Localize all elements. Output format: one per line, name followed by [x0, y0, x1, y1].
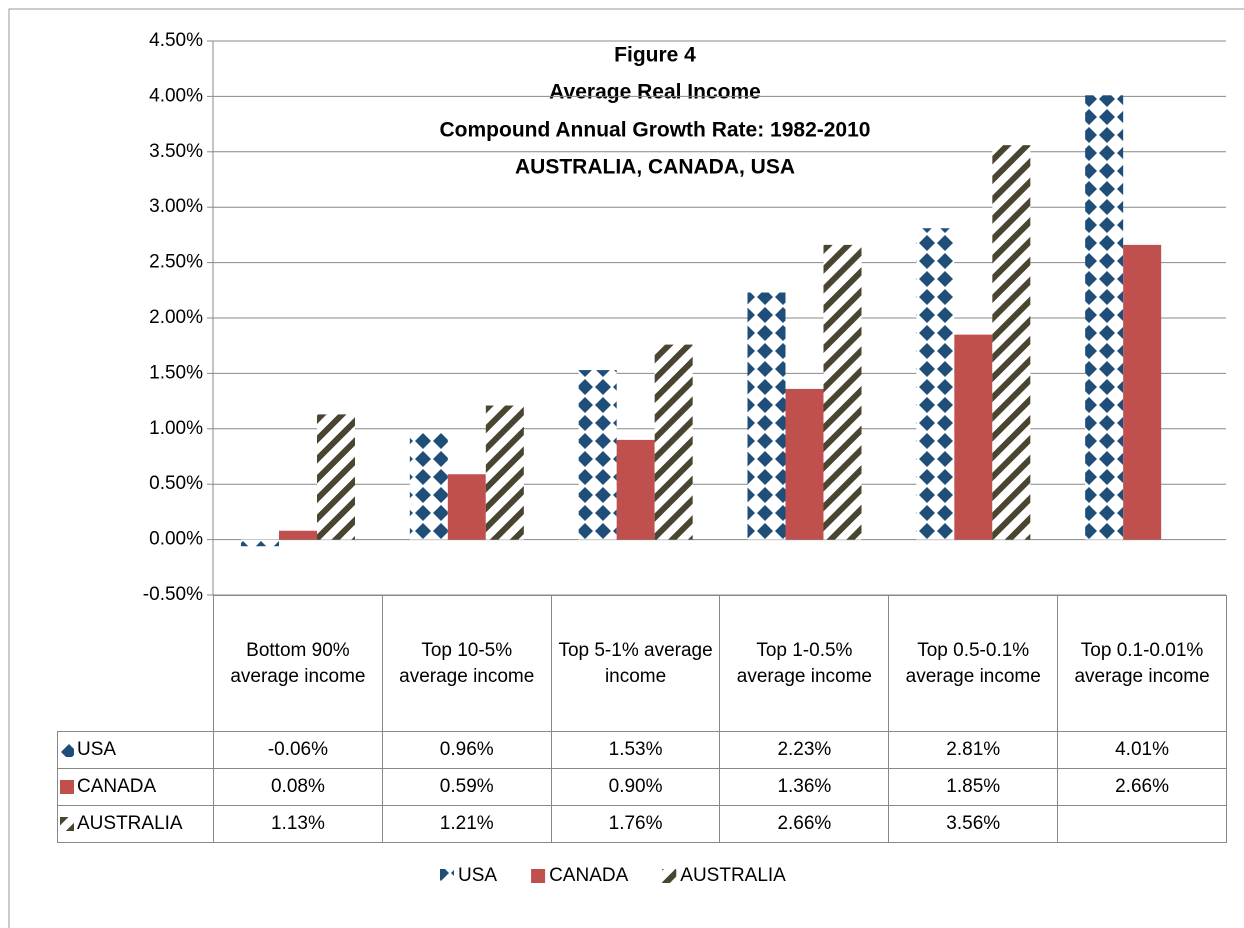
series-name: AUSTRALIA — [77, 813, 183, 834]
table-value: 2.66% — [1057, 768, 1227, 806]
table-value: 1.85% — [888, 768, 1059, 806]
table-value: 0.08% — [213, 768, 383, 806]
legend-label: AUSTRALIA — [680, 865, 786, 886]
category-label: Top 5-1% average income — [550, 595, 721, 732]
bar — [409, 433, 448, 540]
y-tick-label: 2.00% — [149, 307, 203, 328]
table-row: Bottom 90% average income Top 10-5% avera… — [57, 595, 1227, 732]
legend-key — [60, 816, 74, 831]
series-name: USA — [77, 739, 117, 760]
bar — [317, 414, 355, 540]
table-value: 1.13% — [213, 805, 383, 843]
category-label: Top 1-0.5% average income — [719, 595, 890, 732]
chart-title: Average Real Income — [549, 81, 761, 104]
bar — [785, 388, 824, 540]
table-value: 3.56% — [888, 805, 1059, 843]
bar — [578, 370, 617, 540]
category-label: Top 0.5-0.1% average income — [888, 595, 1059, 732]
y-tick-label: 1.00% — [149, 418, 203, 439]
chart-title: Compound Annual Growth Rate: 1982-2010 — [440, 119, 871, 142]
bar — [485, 405, 524, 540]
series-label: USA — [57, 731, 214, 769]
data-table: Bottom 90% average income Top 10-5% avera… — [57, 595, 1227, 843]
bar — [241, 539, 279, 547]
y-tick-label: 4.00% — [149, 85, 203, 106]
table-value: 1.36% — [719, 768, 890, 806]
y-tick-label: 4.50% — [149, 30, 203, 51]
chart-frame — [8, 8, 1244, 928]
table-corner — [57, 595, 214, 732]
table-value: 1.53% — [550, 731, 721, 769]
legend-key — [60, 742, 74, 757]
y-tick-label: 3.00% — [149, 196, 203, 217]
legend-label: USA — [458, 865, 497, 886]
legend-marker — [662, 869, 677, 883]
category-label: Bottom 90% average income — [213, 595, 383, 732]
y-tick-label: 2.50% — [149, 252, 203, 273]
bar — [447, 474, 486, 540]
bar — [279, 530, 317, 540]
table-value — [1057, 805, 1227, 843]
series-label: CANADA — [57, 768, 214, 806]
category-label: Top 10-5% average income — [381, 595, 552, 732]
legend-marker — [440, 869, 454, 883]
table-value: -0.06% — [213, 731, 383, 769]
chart-title: AUSTRALIA, CANADA, USA — [515, 156, 795, 179]
legend-key — [60, 779, 74, 794]
y-tick-label: 3.50% — [149, 141, 203, 162]
category-label: Top 0.1-0.01% average income — [1057, 595, 1227, 732]
table-value: 1.21% — [381, 805, 552, 843]
table-value: 4.01% — [1057, 731, 1227, 769]
y-tick-label: 1.50% — [149, 362, 203, 383]
chart-title: Figure 4 — [614, 44, 696, 67]
bar — [992, 145, 1031, 540]
y-tick-label: 0.50% — [149, 473, 203, 494]
table-value: 0.59% — [381, 768, 552, 806]
table-value: 0.96% — [381, 731, 552, 769]
bar — [823, 244, 862, 540]
bar — [1085, 95, 1124, 540]
table-value: 1.76% — [550, 805, 721, 843]
bar — [1123, 244, 1162, 540]
table-row: AUSTRALIA 1.13% 1.21% 1.76% 2.66% 3.56% — [57, 805, 1227, 843]
bar — [954, 334, 993, 540]
bar — [916, 228, 955, 540]
series-label: AUSTRALIA — [57, 805, 214, 843]
series-name: CANADA — [77, 776, 157, 797]
legend-label: CANADA — [549, 865, 629, 886]
table-value: 2.81% — [888, 731, 1059, 769]
bar — [747, 292, 786, 540]
bar — [616, 439, 655, 540]
table-value: 0.90% — [550, 768, 721, 806]
y-tick-label: 0.00% — [149, 529, 203, 550]
table-row: USA -0.06% 0.96% 1.53% 2.23% 2.81% 4.01% — [57, 731, 1227, 769]
bar — [654, 344, 693, 540]
table-row: CANADA 0.08% 0.59% 0.90% 1.36% 1.85% 2.66% — [57, 768, 1227, 806]
table-value: 2.66% — [719, 805, 890, 843]
table-value: 2.23% — [719, 731, 890, 769]
legend-marker — [531, 869, 546, 883]
